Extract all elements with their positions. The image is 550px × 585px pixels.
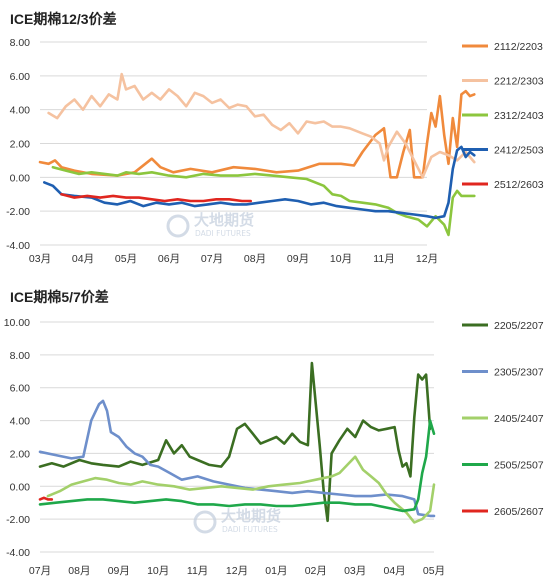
y-tick-label: 0.00	[10, 172, 31, 184]
x-tick-label: 02月	[305, 565, 327, 577]
watermark-subtext: DADI FUTURES	[195, 229, 251, 238]
x-tick-label: 05月	[115, 253, 137, 265]
legend-label: 2512/2603	[494, 179, 544, 191]
spread-5-7-chart: 10.00 8.00 6.00 4.00 2.00 0.00 -2.00 -4.00 07月 08…	[4, 317, 544, 577]
y-tick-label: -4.00	[6, 240, 30, 252]
y-tick-label: 10.00	[4, 317, 30, 329]
x-tick-label: 03月	[344, 565, 366, 577]
x-tick-label: 12月	[416, 253, 438, 265]
y-tick-label: 8.00	[10, 350, 31, 362]
legend-label: 2505/2507	[494, 460, 544, 472]
y-tick-label: 8.00	[10, 37, 31, 49]
series-line-2412-2503	[43, 145, 476, 220]
y-tick-label: -2.00	[6, 206, 30, 218]
series-line-2112-2203	[38, 89, 476, 179]
watermark-text: 大地期货	[194, 211, 254, 229]
y-tick-label: 0.00	[10, 481, 31, 493]
legend-label: 2305/2307	[494, 367, 544, 379]
x-tick-label: 03月	[29, 253, 51, 265]
x-tick-label: 06月	[158, 253, 180, 265]
series-line-2305-2307	[38, 399, 436, 518]
y-tick-label: 2.00	[10, 448, 31, 460]
x-tick-label: 01月	[265, 565, 287, 577]
x-tick-label: 11月	[187, 565, 208, 577]
x-tick-label: 05月	[423, 565, 445, 577]
watermark-text: 大地期货	[221, 507, 281, 525]
y-tick-label: 6.00	[10, 383, 31, 395]
legend-label: 2312/2403	[494, 110, 544, 122]
y-tick-label: 4.00	[10, 105, 31, 117]
series-line-2505-2507	[38, 419, 436, 513]
legend-label: 2205/2207	[494, 320, 544, 332]
x-tick-label: 07月	[29, 565, 51, 577]
y-tick-label: -4.00	[6, 547, 30, 559]
chart-title: ICE期棉5/7价差	[10, 289, 109, 305]
x-tick-label: 07月	[201, 253, 223, 265]
legend-label: 2605/2607	[494, 506, 544, 518]
x-tick-label: 09月	[287, 253, 309, 265]
series-line-2212-2303	[47, 72, 476, 179]
x-tick-label: 04月	[72, 253, 94, 265]
series-line-2605-2607	[38, 496, 54, 501]
series-line-2512-2603	[60, 193, 252, 203]
x-tick-label: 09月	[108, 565, 130, 577]
chart-panel-spread-12-3: ICE期棉12/3价差 8.00 6.00 4.00 2.00 0.00 -2.00 -4.…	[0, 0, 550, 285]
x-tick-label: 10月	[147, 565, 169, 577]
legend-label: 2112/2203	[494, 41, 543, 53]
y-tick-label: -2.00	[6, 514, 30, 526]
chart-title: ICE期棉12/3价差	[10, 11, 117, 27]
y-tick-label: 4.00	[10, 416, 31, 428]
x-tick-label: 12月	[226, 565, 248, 577]
chart-panel-spread-5-7: ICE期棉5/7价差 10.00 8.00 6.00 4.00 2.00 0.00 -2.0…	[0, 285, 550, 585]
x-tick-label: 08月	[68, 565, 90, 577]
legend-label: 2212/2303	[494, 76, 544, 88]
y-tick-label: 6.00	[10, 71, 31, 83]
y-tick-label: 2.00	[10, 139, 31, 151]
x-tick-label: 11月	[373, 253, 394, 265]
x-tick-label: 08月	[244, 253, 266, 265]
legend-label: 2405/2407	[494, 413, 544, 425]
legend-label: 2412/2503	[494, 145, 544, 157]
watermark-subtext: DADI FUTURES	[222, 525, 278, 534]
x-tick-label: 04月	[384, 565, 406, 577]
series-line-2405-2407	[46, 455, 436, 524]
x-tick-label: 10月	[330, 253, 352, 265]
